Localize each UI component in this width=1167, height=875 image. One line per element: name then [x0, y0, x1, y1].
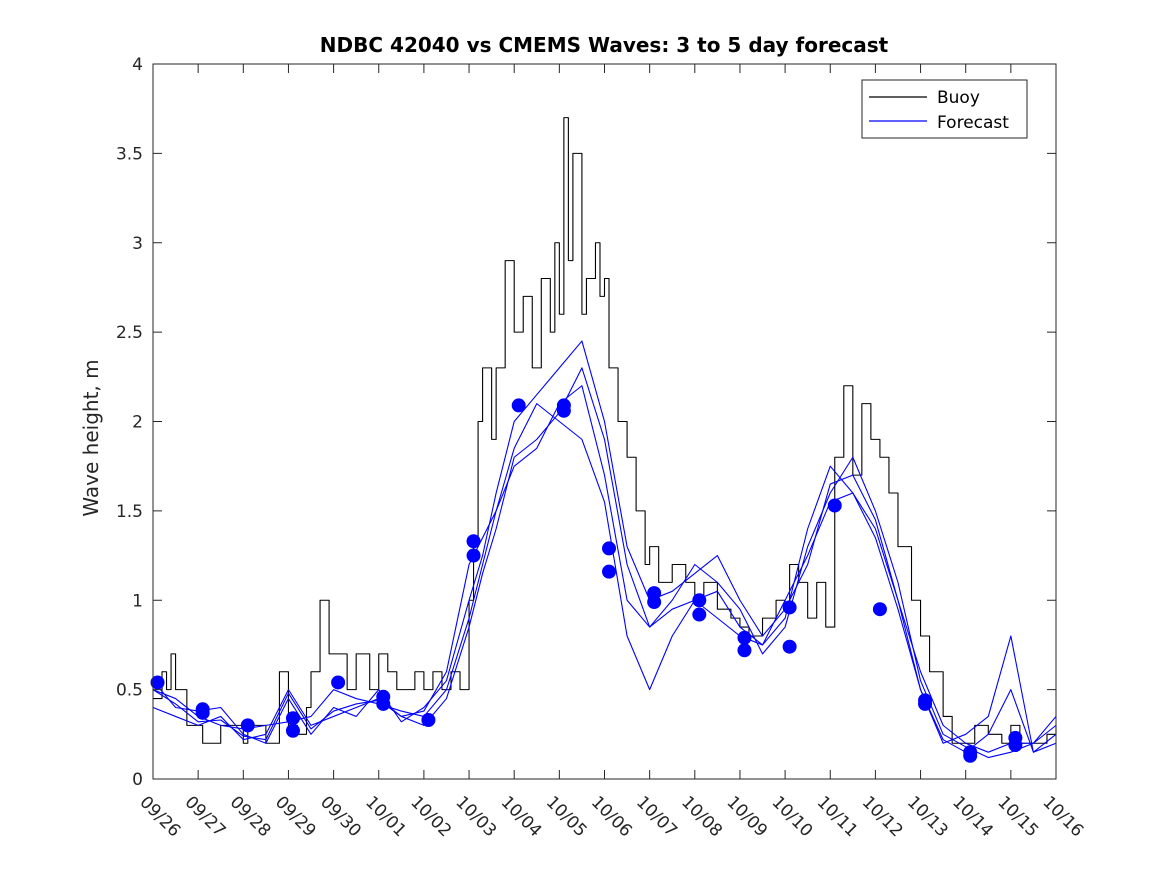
y-tick-label: 0	[132, 770, 143, 790]
forecast-marker	[737, 630, 752, 645]
forecast-marker	[782, 600, 797, 615]
chart-title: NDBC 42040 vs CMEMS Waves: 3 to 5 day fo…	[320, 33, 889, 57]
buoy-series-line	[153, 117, 1057, 744]
y-tick-label: 3	[132, 234, 143, 254]
legend-buoy-label: Buoy	[937, 88, 980, 108]
forecast-series-line-3	[152, 340, 1057, 753]
plot-area: 00.511.522.533.5409/2609/2709/2809/2909/…	[116, 55, 1087, 841]
forecast-marker	[285, 723, 300, 738]
legend-forecast-label: Forecast	[937, 113, 1009, 133]
forecast-marker	[421, 713, 436, 728]
forecast-marker	[466, 548, 481, 563]
forecast-marker	[150, 675, 165, 690]
forecast-marker	[195, 705, 210, 720]
y-tick-label: 4	[132, 55, 143, 75]
forecast-marker	[466, 534, 481, 549]
forecast-marker	[240, 718, 255, 733]
y-tick-label: 0.5	[116, 681, 143, 701]
forecast-series-line-1	[152, 385, 1057, 753]
forecast-series-line-4	[152, 403, 1057, 753]
forecast-marker	[331, 675, 346, 690]
forecast-marker	[556, 403, 571, 418]
y-tick-label: 1.5	[116, 502, 143, 522]
forecast-marker	[1008, 738, 1023, 753]
y-tick-label: 1	[132, 591, 143, 611]
forecast-marker	[285, 711, 300, 726]
forecast-marker	[872, 602, 887, 617]
forecast-marker	[602, 541, 617, 556]
forecast-marker	[692, 607, 707, 622]
forecast-marker	[782, 639, 797, 654]
forecast-marker	[511, 398, 526, 413]
y-axis-label: Wave height, m	[79, 359, 103, 516]
y-tick-label: 2.5	[116, 323, 143, 343]
forecast-marker	[692, 593, 707, 608]
forecast-marker	[602, 564, 617, 579]
y-tick-label: 2	[132, 413, 143, 433]
legend-box	[861, 79, 1028, 139]
forecast-marker	[737, 643, 752, 658]
forecast-marker	[647, 595, 662, 610]
forecast-marker	[918, 696, 933, 711]
forecast-series-line-2	[152, 367, 1057, 759]
forecast-marker	[376, 696, 391, 711]
legend: Buoy Forecast	[861, 79, 1028, 139]
forecast-marker	[827, 498, 842, 513]
forecast-marker	[963, 748, 978, 763]
y-tick-label: 3.5	[116, 144, 143, 164]
